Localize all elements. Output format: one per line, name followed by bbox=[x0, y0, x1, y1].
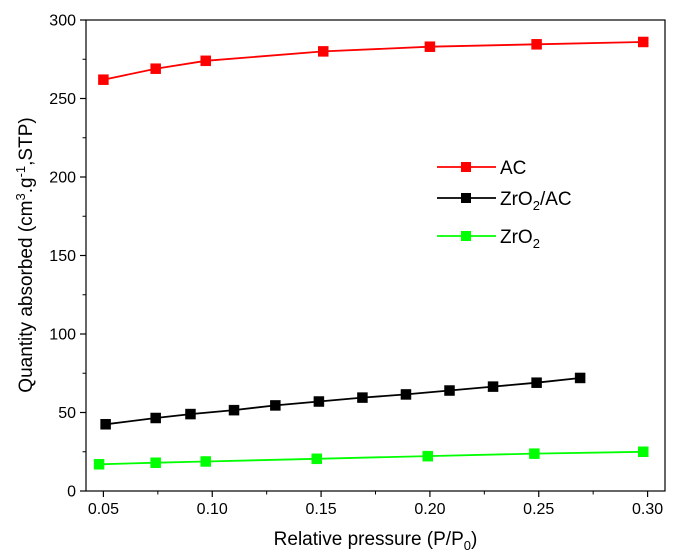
data-point bbox=[93, 459, 105, 470]
data-point bbox=[311, 453, 322, 465]
data-point bbox=[357, 392, 368, 403]
data-point bbox=[200, 456, 211, 467]
data-point bbox=[185, 408, 196, 420]
data-point bbox=[529, 448, 540, 459]
data-point bbox=[150, 457, 161, 468]
legend-item: ZrO2 bbox=[437, 227, 540, 251]
series-3 bbox=[93, 446, 649, 470]
series-line bbox=[103, 41, 644, 81]
x-tick-label: 0.05 bbox=[88, 501, 119, 518]
series-line bbox=[105, 377, 581, 426]
data-point bbox=[424, 41, 436, 52]
x-axis-label: Relative pressure (P/P0) bbox=[274, 529, 478, 553]
y-tick-label: 100 bbox=[49, 327, 76, 344]
y-tick-label: 300 bbox=[49, 13, 76, 30]
data-point bbox=[422, 450, 433, 462]
legend-item: AC bbox=[437, 158, 526, 179]
legend-marker bbox=[461, 193, 471, 203]
x-tick-label: 0.20 bbox=[414, 501, 445, 518]
y-tick-label: 250 bbox=[49, 91, 76, 108]
data-point bbox=[228, 404, 240, 416]
data-point bbox=[150, 412, 161, 424]
data-point bbox=[637, 446, 649, 457]
series-1 bbox=[98, 36, 649, 85]
data-point bbox=[444, 385, 455, 396]
data-point bbox=[100, 419, 111, 430]
plot-frame bbox=[85, 19, 666, 492]
y-tick-label: 150 bbox=[49, 248, 76, 265]
data-point bbox=[531, 39, 542, 50]
y-tick-label: 50 bbox=[58, 405, 76, 422]
data-point bbox=[400, 389, 412, 400]
y-tick-label: 200 bbox=[49, 170, 76, 187]
series-layer bbox=[93, 36, 649, 470]
x-tick-label: 0.30 bbox=[632, 501, 663, 518]
legend-label: ZrO2/AC bbox=[500, 189, 572, 213]
data-point bbox=[318, 46, 329, 57]
x-tick-label: 0.15 bbox=[306, 501, 337, 518]
series-line bbox=[99, 450, 644, 466]
legend-label: ZrO2 bbox=[500, 227, 540, 251]
x-tick-label: 0.10 bbox=[197, 501, 228, 518]
legend-item: ZrO2/AC bbox=[437, 189, 572, 213]
x-tick-label: 0.25 bbox=[523, 501, 554, 518]
legend-marker bbox=[461, 231, 471, 241]
legend-marker bbox=[461, 162, 471, 172]
data-point bbox=[531, 377, 542, 388]
data-point bbox=[574, 372, 586, 384]
legend-label: AC bbox=[500, 158, 526, 179]
data-point bbox=[487, 381, 499, 392]
y-axis-label: Quantity absorbed (cm3.g-1,STP) bbox=[13, 117, 37, 392]
axis-ticks: 0.05 0.10 0.15 0.20 0.25 0.30 0 50 100 150 200 250 3… bbox=[49, 13, 663, 519]
series-2 bbox=[100, 372, 586, 430]
data-point bbox=[200, 55, 211, 67]
data-point bbox=[313, 396, 325, 407]
data-point bbox=[637, 36, 649, 48]
legend: AC ZrO2/AC ZrO2 bbox=[437, 158, 572, 251]
data-point bbox=[150, 63, 161, 74]
data-point bbox=[98, 74, 109, 85]
y-tick-label: 0 bbox=[67, 484, 76, 501]
data-point bbox=[270, 400, 281, 411]
